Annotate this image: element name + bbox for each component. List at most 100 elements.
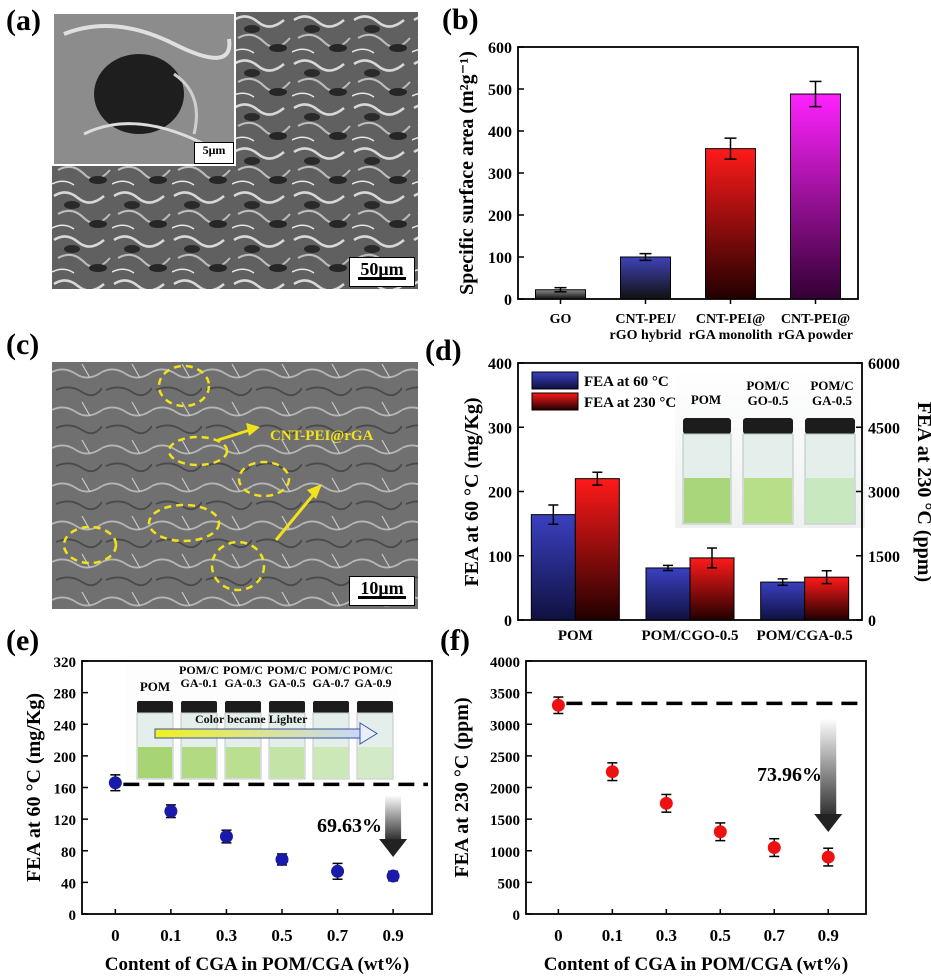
- chart-b-yaxis-ticklabel-2: 200: [488, 208, 512, 225]
- chart-e-yaxis-ticklabel-0: 0: [69, 908, 77, 924]
- panel-d-label: (d): [425, 334, 462, 367]
- chart-f-ylabel: FEA at 230 °C (ppm): [451, 697, 473, 877]
- sem-texture-c: [52, 362, 418, 609]
- vial-pom-cga: [804, 418, 856, 525]
- chart-f-point-0: [551, 698, 565, 712]
- vial-label-e-1: POM/C GA-0.1: [179, 663, 219, 690]
- highlight-ellipse-5: [62, 525, 118, 565]
- chart-d-legend-label-0: FEA at 60 °C: [584, 374, 669, 390]
- chart-e-xticklabel-2: 0.3: [216, 926, 237, 945]
- chart-e-yaxis-ticklabel-1: 40: [61, 876, 76, 892]
- chart-f-point-4: [767, 841, 781, 855]
- panel-a-label: (a): [6, 4, 41, 37]
- highlight-ellipse-3: [237, 460, 291, 498]
- annotation-arrow-2: [274, 493, 316, 541]
- vial-label-d-1: POM/C GO-0.5: [746, 378, 790, 408]
- panel-e-label: (e): [6, 624, 39, 657]
- chart-d-xlabel-2: POM/CGA-0.5: [757, 628, 853, 644]
- chart-b-yaxis-ticklabel-3: 300: [488, 166, 512, 183]
- chart-f-xticklabel-0: 0: [554, 926, 563, 945]
- chart-f-yaxis-ticklabel-6: 3000: [490, 718, 520, 734]
- scale-bar-line-a: [358, 277, 406, 280]
- chart-d-yaxis-ticklabel-1: 100: [488, 549, 512, 566]
- annotation-cnt-pei-rga: CNT-PEI@rGA: [270, 428, 374, 444]
- chart-d-bar-fea60-1: [645, 567, 691, 621]
- chart-d-bar-fea60-0: [530, 514, 576, 621]
- highlight-ellipse-6: [210, 540, 266, 592]
- chart-f-point-3: [713, 825, 727, 839]
- chart-e-point-0: [108, 776, 122, 790]
- vial-label-d-0-text: POM: [690, 392, 722, 407]
- chart-e-yaxis-ticklabel-4: 160: [54, 782, 77, 798]
- chart-b-yaxis-ticklabel-0: 0: [504, 292, 512, 309]
- chart-b-xlabel-2-line1: rGA monolith: [689, 328, 773, 343]
- highlight-ellipse-1: [157, 364, 211, 408]
- chart-f-frame: [525, 660, 867, 915]
- chart-b-bar-1: [620, 256, 671, 300]
- chart-d-legend-swatch-1: [531, 392, 579, 411]
- chart-f-yaxis-ticklabel-8: 4000: [490, 655, 520, 671]
- vial-e-liquid-1: [182, 747, 216, 778]
- chart-e-yaxis-ticklabel-5: 200: [54, 750, 77, 766]
- chart-e-point-2: [219, 830, 233, 844]
- chart-d-y2axis-ticklabel-2: 3000: [868, 485, 900, 502]
- chart-e-xlabel: Content of CGA in POM/CGA (wt%): [105, 954, 410, 975]
- chart-e-point-4: [331, 864, 345, 878]
- sem-inset-texture: [54, 14, 234, 164]
- chart-f-xticklabel-4: 0.7: [764, 926, 786, 945]
- chart-f-annotation: 73.96%: [757, 764, 822, 786]
- vial-photo-d-drawing: [682, 418, 856, 525]
- vial-label-d-0: POM: [681, 392, 731, 407]
- chart-e-point-5: [386, 869, 400, 883]
- vial-e-cap-0: [137, 701, 173, 713]
- chart-d-ylabel: FEA at 60 °C (mg/Kg): [461, 397, 483, 586]
- vial-pom: [682, 418, 732, 525]
- chart-d-yaxis-ticklabel-4: 400: [488, 356, 512, 373]
- chart-e-reduction-arrow: [385, 795, 402, 839]
- scale-label-a: 50μm: [360, 259, 404, 279]
- sem-image-a: 5μm 50μm: [52, 12, 418, 289]
- chart-f-yaxis-ticklabel-7: 3500: [490, 687, 520, 703]
- chart-f-point-1: [605, 765, 619, 779]
- chart-d-y2label: FEA at 230 °C (ppm): [913, 402, 931, 582]
- scale-bar-a: 50μm: [349, 257, 415, 287]
- panel-b-label: (b): [442, 3, 479, 36]
- vial-label-e-3: POM/C GA-0.5: [267, 663, 307, 690]
- chart-f-yaxis-ticklabel-0: 0: [513, 908, 521, 924]
- vial-e-cap-1: [181, 701, 217, 713]
- chart-d-xlabel-0: POM: [558, 628, 593, 644]
- chart-b-bar-2: [705, 148, 756, 300]
- chart-d-yaxis-ticklabel-0: 0: [504, 613, 512, 630]
- chart-e-yaxis-ticklabel-3: 120: [54, 813, 77, 829]
- scale-label-inset-a: 5μm: [202, 143, 226, 157]
- chart-b-yaxis-ticklabel-4: 400: [488, 124, 512, 141]
- chart-b-yaxis-ticklabel-1: 100: [488, 250, 512, 267]
- chart-f-point-5: [821, 850, 835, 864]
- chart-e-point-1: [164, 804, 178, 818]
- vial-label-e-0: POM: [139, 679, 171, 694]
- chart-d-bar-fea60-2: [760, 581, 806, 621]
- chart-e-xticklabel-4: 0.7: [327, 926, 349, 945]
- vial-label-d-2: POM/C GA-0.5: [810, 378, 854, 408]
- chart-f-yaxis-ticklabel-2: 1000: [490, 845, 520, 861]
- chart-f-yaxis-ticklabel-3: 1500: [490, 813, 520, 829]
- vial-e-liquid-2: [226, 747, 260, 778]
- chart-b-yaxis-ticklabel-5: 500: [488, 82, 512, 99]
- chart-f-xticklabel-2: 0.3: [656, 926, 677, 945]
- chart-f-yaxis-ticklabel-4: 2000: [490, 782, 520, 798]
- chart-f-xlabel: Content of CGA in POM/CGA (wt%): [544, 954, 849, 975]
- vial-photo-e-drawing: [136, 701, 394, 780]
- vial-e-cap-3: [269, 701, 305, 713]
- chart-f-reduction-arrowhead: [814, 814, 843, 832]
- vial-pom-cgo: [742, 418, 794, 525]
- chart-d-xlabel-1: POM/CGO-0.5: [641, 628, 738, 644]
- annotation-arrow-1: [217, 428, 251, 442]
- scale-bar-inset-a: 5μm: [194, 142, 234, 164]
- chart-b-yaxis-ticklabel-6: 600: [488, 40, 512, 57]
- chart-d-y2axis-ticklabel-1: 1500: [868, 549, 900, 566]
- vial-e-liquid-4: [314, 747, 348, 778]
- chart-d-legend-label-1: FEA at 230 °C: [584, 395, 676, 411]
- scale-label-c: 10μm: [360, 578, 404, 598]
- sem-inset-a: 5μm: [52, 12, 236, 166]
- chart-e-point-3: [275, 852, 289, 866]
